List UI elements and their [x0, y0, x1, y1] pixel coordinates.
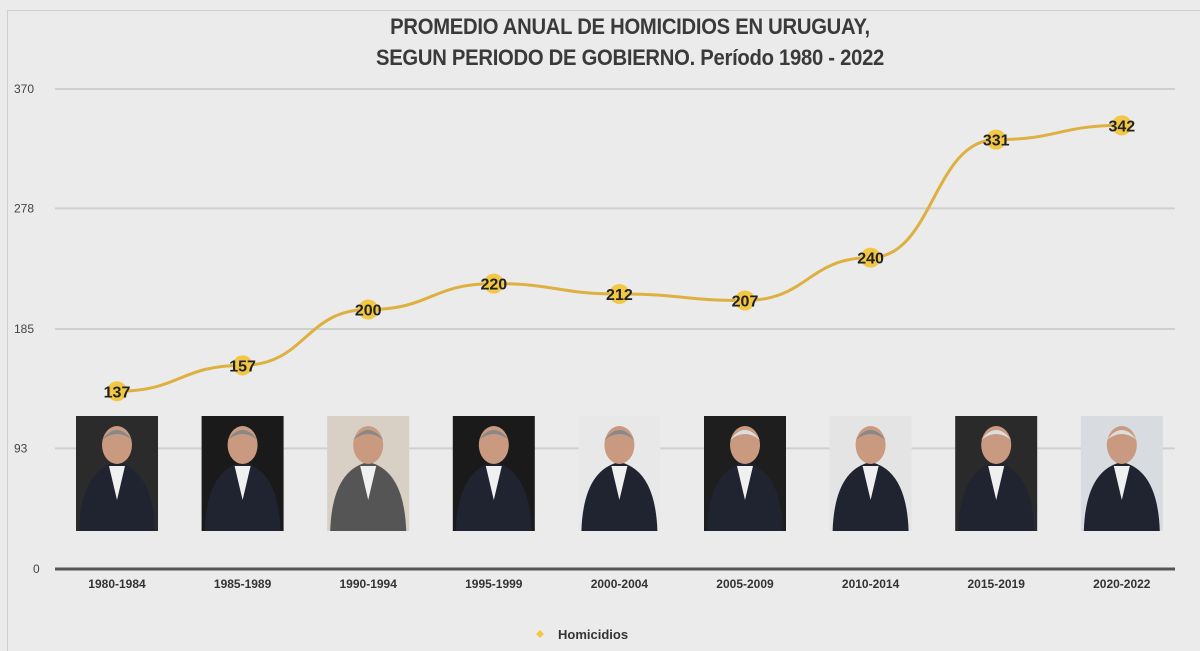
- y-tick-label: 185: [14, 322, 34, 336]
- portrait-shirt: [109, 466, 125, 500]
- portrait-shirt: [862, 466, 879, 500]
- data-label: 212: [606, 287, 633, 304]
- y-tick-label: 93: [14, 441, 28, 455]
- data-label: 240: [857, 251, 884, 268]
- portrait-2015-2019: [955, 416, 1038, 531]
- chart-title-line2: SEGUN PERIODO DE GOBIERNO. Período 1980 …: [375, 45, 885, 70]
- portrait-shirt: [234, 466, 251, 500]
- portrait-hair: [102, 430, 132, 440]
- portrait-hair: [730, 430, 760, 440]
- portrait-2000-2004: [578, 416, 661, 531]
- portrait-2010-2014: [829, 416, 912, 531]
- chart-frame: [7, 10, 1200, 651]
- portrait-hair: [604, 430, 635, 440]
- data-label: 331: [983, 133, 1010, 150]
- portrait-1980-1984: [76, 416, 158, 531]
- portrait-1990-1994: [327, 416, 410, 531]
- data-point: [860, 247, 881, 268]
- chart-title-line1: PROMEDIO ANUAL DE HOMICIDIOS EN URUGUAY,: [390, 14, 870, 39]
- data-point: [232, 355, 253, 376]
- data-label: 207: [732, 293, 759, 310]
- portrait-hair: [855, 430, 886, 440]
- y-tick-label: 370: [14, 82, 34, 96]
- data-point: [609, 283, 630, 304]
- portrait-shirt: [1113, 466, 1130, 500]
- y-tick-label: 278: [14, 201, 34, 215]
- portrait-hair: [353, 430, 384, 440]
- series-line-homicidios: [116, 123, 1122, 393]
- x-tick-label: 1990-1994: [340, 577, 398, 591]
- legend-label: Homicidios: [558, 627, 628, 642]
- data-label: 137: [104, 384, 131, 401]
- portrait-hair: [1106, 430, 1137, 440]
- data-point: [1111, 115, 1132, 136]
- portrait-shirt: [737, 466, 753, 500]
- portrait-1985-1989: [201, 416, 284, 531]
- data-label: 220: [480, 277, 507, 294]
- x-tick-label: 1995-1999: [465, 577, 523, 591]
- x-tick-label: 1980-1984: [88, 577, 146, 591]
- x-tick-label: 2020-2022: [1093, 577, 1151, 591]
- portrait-shirt: [611, 466, 628, 500]
- data-point: [986, 129, 1007, 150]
- y-tick-label: 0: [33, 562, 40, 576]
- portrait-shirt: [485, 466, 502, 500]
- data-label: 342: [1108, 118, 1135, 135]
- portrait-hair: [227, 430, 258, 440]
- portrait-1995-1999: [452, 416, 535, 531]
- portrait-shirt: [360, 466, 377, 500]
- data-point: [735, 290, 755, 311]
- data-point: [483, 273, 504, 294]
- data-label: 157: [229, 358, 256, 375]
- x-tick-label: 1985-1989: [214, 577, 272, 591]
- data-label: 200: [355, 303, 382, 320]
- data-point: [358, 299, 379, 320]
- legend-marker-icon: [536, 630, 544, 638]
- data-point: [107, 381, 127, 402]
- x-tick-label: 2000-2004: [591, 577, 649, 591]
- portrait-hair: [478, 430, 509, 440]
- x-tick-label: 2015-2019: [968, 577, 1026, 591]
- portrait-2005-2009: [704, 416, 786, 531]
- x-tick-label: 2005-2009: [716, 577, 774, 591]
- portrait-hair: [981, 430, 1012, 440]
- x-tick-label: 2010-2014: [842, 577, 900, 591]
- portrait-shirt: [988, 466, 1005, 500]
- portrait-2020-2022: [1080, 416, 1163, 531]
